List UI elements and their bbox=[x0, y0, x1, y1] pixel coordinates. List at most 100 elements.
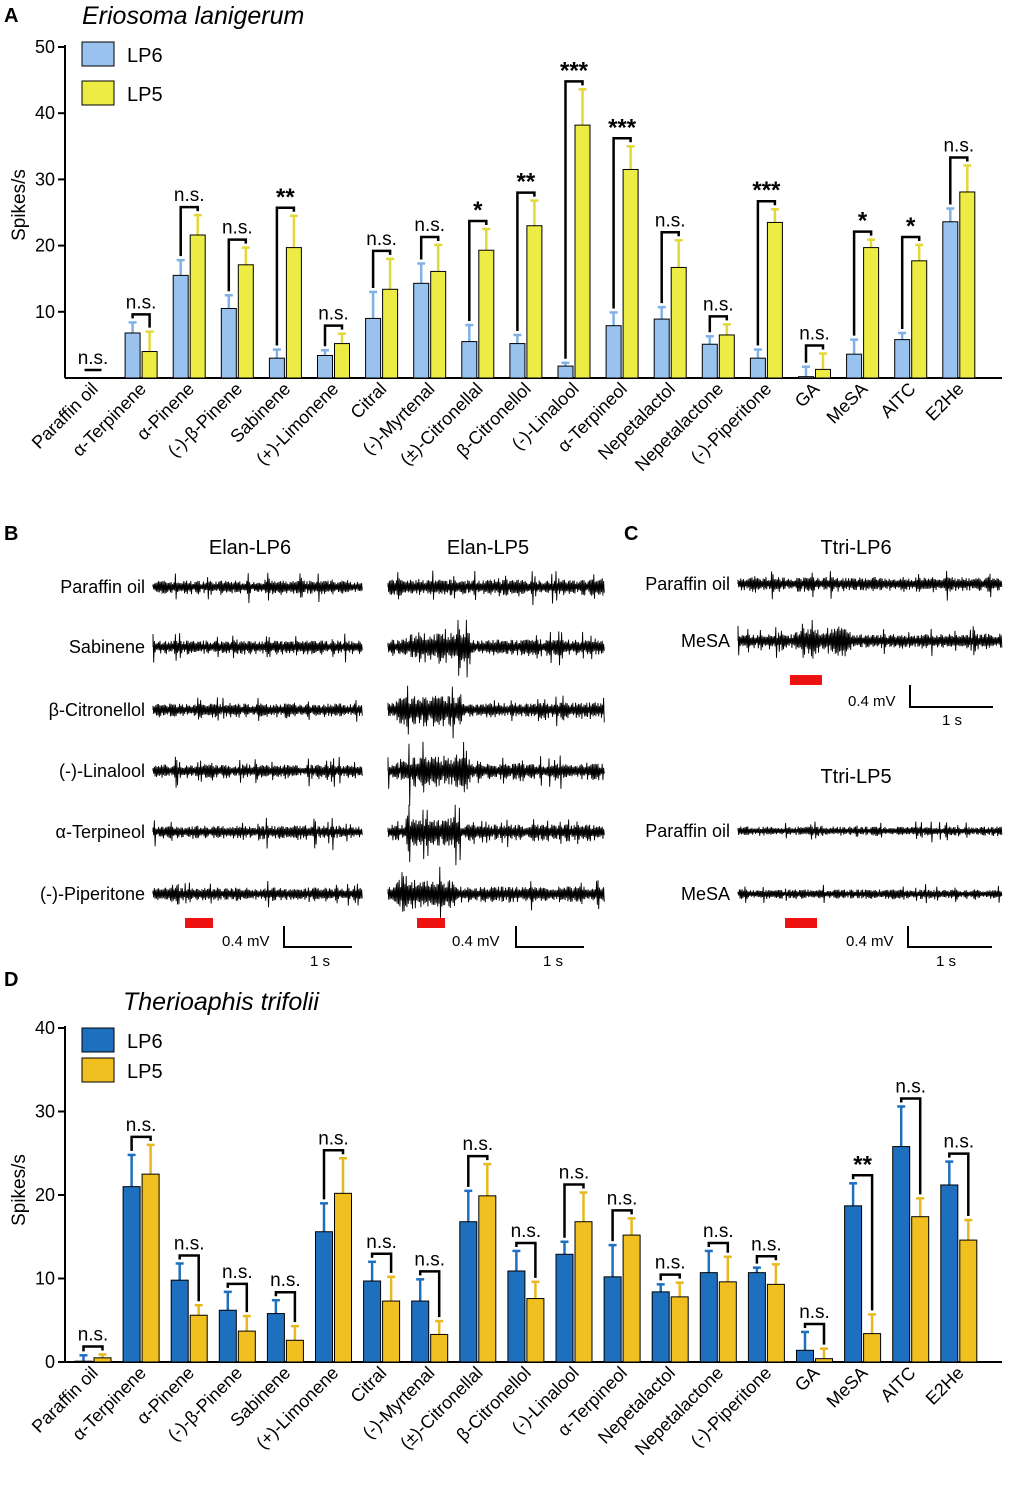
category-label-ga: GA bbox=[791, 379, 824, 412]
trace-lp6-citronellol bbox=[152, 697, 363, 722]
significance-bracket bbox=[804, 344, 825, 363]
category-label-mesa: MeSA bbox=[823, 1363, 872, 1412]
significance-bracket bbox=[82, 1345, 104, 1352]
significance-bracket bbox=[803, 1322, 826, 1345]
bar-lp5-terpineol bbox=[622, 1234, 641, 1363]
significance-bracket bbox=[468, 219, 488, 322]
scale-voltage-b1: 0.4 mV bbox=[222, 933, 270, 950]
panel-b-column-title-lp5: Elan-LP5 bbox=[447, 537, 529, 559]
legend-label-lp6-d: LP6 bbox=[127, 1031, 163, 1053]
significance-label: n.s. bbox=[655, 210, 686, 231]
stimulus-bar-ttri-lp6 bbox=[790, 675, 822, 685]
chart-a-ylabel: Spikes/s bbox=[9, 169, 30, 241]
scale-bar-c1: 0.4 mV 1 s bbox=[848, 685, 993, 729]
significance-bracket bbox=[611, 1209, 633, 1242]
significance-label: ** bbox=[276, 184, 295, 211]
panel-letter-d: D bbox=[4, 969, 18, 991]
scale-voltage-b2: 0.4 mV bbox=[452, 933, 500, 950]
significance-label: n.s. bbox=[222, 1262, 253, 1283]
bar-lp6-citronellol bbox=[509, 343, 526, 379]
bar-lp5-limonene bbox=[334, 343, 350, 379]
significance-bracket bbox=[516, 191, 536, 331]
category-label-e2he: E2He bbox=[922, 1363, 968, 1409]
trace-lp6-sabinene bbox=[152, 633, 363, 663]
significance-bracket bbox=[755, 1255, 778, 1264]
scale-time-c1: 1 s bbox=[942, 712, 962, 729]
legend-label-lp6: LP6 bbox=[127, 45, 163, 67]
stimulus-bar-ttri-lp5 bbox=[785, 918, 817, 928]
panel-letter-b: B bbox=[4, 523, 18, 545]
bar-lp5-terpinene bbox=[141, 1173, 160, 1363]
bar-lp5-citronellol bbox=[526, 225, 543, 379]
significance-label: n.s. bbox=[414, 215, 445, 236]
bar-lp5-paraffin-oil bbox=[93, 1357, 112, 1363]
chart-d-title: Therioaphis trifolii bbox=[123, 988, 320, 1016]
category-label-e2he: E2He bbox=[922, 379, 968, 425]
panel-c-title-lp6: Ttri-LP6 bbox=[820, 537, 891, 559]
significance-bracket bbox=[370, 1252, 393, 1273]
category-label-ga: GA bbox=[791, 1363, 824, 1396]
bar-lp5-citronellal bbox=[478, 249, 495, 379]
bar-lp5-citral bbox=[382, 1300, 401, 1363]
bar-lp5-nepetalactol bbox=[670, 266, 687, 379]
bar-lp6-terpinene bbox=[124, 332, 141, 379]
significance-bracket bbox=[756, 199, 777, 346]
bar-lp5-terpineol bbox=[622, 168, 639, 379]
category-label-mesa: MeSA bbox=[823, 379, 872, 428]
bar-lp5-linalool bbox=[574, 1221, 593, 1363]
y-tick-label: 0 bbox=[45, 1352, 55, 1372]
bar-lp6-mesa bbox=[846, 353, 863, 379]
bar-lp6-ga bbox=[798, 376, 814, 379]
bar-lp6-pinene bbox=[172, 274, 189, 379]
bar-lp6-citronellol bbox=[507, 1270, 526, 1363]
significance-label: n.s. bbox=[799, 324, 830, 345]
bar-lp5-pinene bbox=[237, 1330, 256, 1363]
significance-label: ** bbox=[853, 1151, 872, 1178]
bar-lp6-pinene bbox=[170, 1279, 189, 1363]
significance-label: n.s. bbox=[895, 1076, 926, 1097]
stimulus-bar-lp6 bbox=[185, 918, 213, 928]
significance-label: n.s. bbox=[462, 1134, 493, 1155]
legend-swatch-lp6-d bbox=[81, 1027, 115, 1053]
trace-label-piperitone: (-)-Piperitone bbox=[40, 884, 145, 904]
bar-lp5-citronellol bbox=[526, 1298, 545, 1363]
trace-lp6-piperitone bbox=[152, 880, 363, 908]
bar-lp5-citral bbox=[382, 288, 399, 379]
significance-bracket bbox=[563, 1183, 585, 1238]
bar-lp6-mesa bbox=[844, 1205, 863, 1363]
bar-lp5-ga bbox=[815, 1358, 833, 1363]
bar-lp6-citral bbox=[363, 1280, 382, 1363]
bar-lp5-citronellal bbox=[478, 1195, 497, 1363]
bar-lp6-sabinene bbox=[266, 1313, 285, 1363]
significance-bracket bbox=[323, 324, 344, 347]
chart-d-ylabel: Spikes/s bbox=[9, 1154, 30, 1226]
bar-lp5-piperitone bbox=[766, 1283, 785, 1363]
significance-bracket bbox=[659, 1273, 681, 1281]
chart-a-title: Eriosoma lanigerum bbox=[82, 2, 304, 30]
trace-label-linalool: (-)-Linalool bbox=[59, 761, 145, 781]
trace-lp5-terpineol bbox=[387, 804, 605, 866]
significance-label: n.s. bbox=[751, 1234, 782, 1255]
significance-bracket bbox=[852, 230, 873, 336]
bar-lp5-pinene bbox=[189, 1314, 208, 1363]
panel-letter-a: A bbox=[4, 5, 18, 27]
bar-lp6-aitc bbox=[894, 339, 911, 379]
bar-lp6-linalool bbox=[555, 1253, 574, 1363]
significance-label: n.s. bbox=[655, 1253, 686, 1274]
trace-label-ttri-mesa: MeSA bbox=[681, 884, 730, 904]
trace-label-citronellol: β-Citronellol bbox=[49, 700, 145, 720]
category-label-citral: Citral bbox=[347, 379, 391, 423]
bar-lp6-myrtenal bbox=[413, 282, 430, 379]
y-tick-label: 40 bbox=[35, 1018, 55, 1038]
significance-bracket bbox=[851, 1174, 874, 1311]
significance-bracket bbox=[899, 1097, 922, 1195]
bar-lp6-pinene bbox=[220, 307, 237, 379]
y-tick-label: 50 bbox=[35, 37, 55, 57]
bar-lp5-aitc bbox=[911, 1216, 930, 1363]
bar-lp5-pinene bbox=[237, 264, 254, 379]
significance-label: * bbox=[858, 208, 868, 235]
panel-letter-c: C bbox=[624, 523, 638, 545]
bar-lp6-myrtenal bbox=[411, 1300, 430, 1363]
trace-label-ttri-paraffin-oil: Paraffin oil bbox=[645, 574, 730, 594]
significance-bracket bbox=[949, 156, 969, 205]
